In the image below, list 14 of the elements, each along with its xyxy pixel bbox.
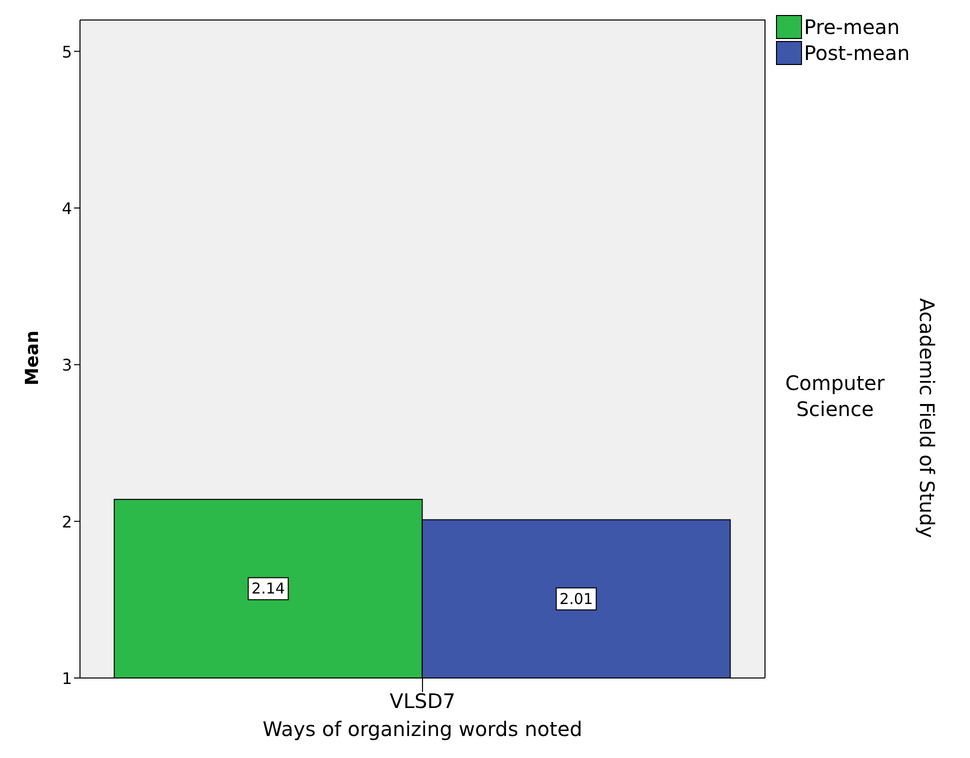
- y-tick-label: 2: [62, 512, 72, 532]
- y-axis-title: Mean: [22, 330, 43, 386]
- y-tick-label: 4: [62, 199, 72, 218]
- text: Computer Science: [784, 370, 886, 422]
- data-label: 2.01: [560, 590, 593, 608]
- legend-label: Pre-mean: [804, 15, 900, 39]
- y-tick-label: 1: [62, 669, 72, 688]
- x-tick-label: VLSD7: [390, 689, 456, 714]
- x-axis-title: Ways of organizing words noted: [262, 717, 582, 741]
- legend-label: Post-mean: [804, 41, 910, 65]
- text: Academic Field of Study: [915, 298, 939, 538]
- y-tick-label: 5: [62, 42, 72, 62]
- data-label: 2.14: [252, 580, 285, 598]
- y-tick-label: 3: [62, 356, 72, 375]
